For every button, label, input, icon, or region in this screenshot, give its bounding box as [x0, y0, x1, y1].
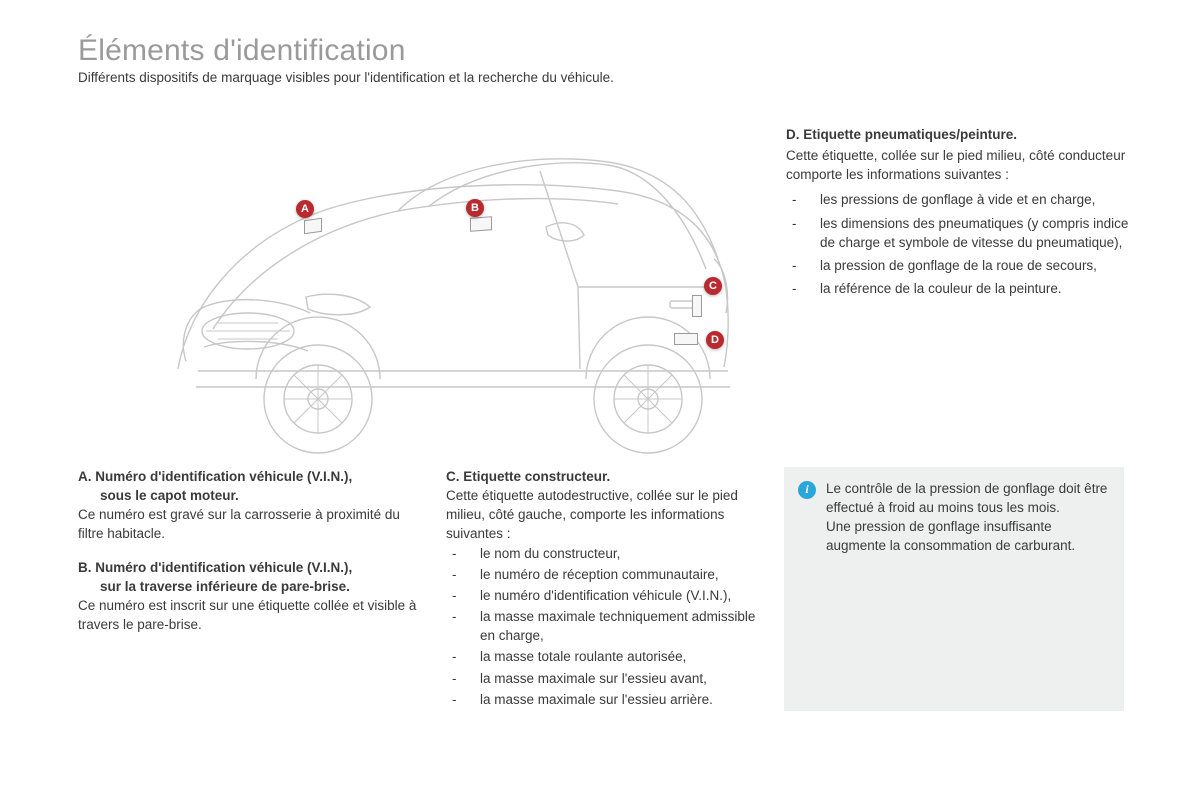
car-diagram: A B C D: [78, 99, 758, 459]
section-b-heading-l1: B. Numéro d'identification véhicule (V.I…: [78, 560, 352, 575]
car-outline: [78, 99, 758, 459]
section-b-heading-l2: sur la traverse inférieure de pare-brise…: [78, 577, 418, 596]
vin-plate-a: [304, 218, 322, 235]
section-a-heading-l2: sous le capot moteur.: [78, 486, 418, 505]
list-item: la masse totale roulante autorisée,: [446, 647, 756, 666]
section-d-list: les pressions de gonflage à vide et en c…: [786, 190, 1140, 298]
info-box: i Le contrôle de la pression de gonflage…: [784, 467, 1124, 711]
marker-a: A: [296, 200, 314, 218]
column-ab: A. Numéro d'identification véhicule (V.I…: [78, 467, 418, 711]
list-item: le nom du constructeur,: [446, 544, 756, 563]
section-a: A. Numéro d'identification véhicule (V.I…: [78, 467, 418, 544]
bottom-row: A. Numéro d'identification véhicule (V.I…: [78, 467, 1140, 711]
label-plate-c: [692, 295, 702, 317]
list-item: la masse maximale techniquement admissib…: [446, 607, 756, 645]
marker-b: B: [466, 199, 484, 217]
section-c-heading: C. Etiquette constructeur.: [446, 467, 756, 486]
section-b: B. Numéro d'identification véhicule (V.I…: [78, 558, 418, 635]
vin-plate-b: [470, 216, 492, 232]
section-d-heading: D. Etiquette pneumatiques/peinture.: [786, 125, 1140, 144]
section-a-heading-l1: A. Numéro d'identification véhicule (V.I…: [78, 469, 352, 484]
section-a-body: Ce numéro est gravé sur la carrosserie à…: [78, 507, 400, 541]
info-icon: i: [798, 481, 816, 499]
list-item: la masse maximale sur l'essieu avant,: [446, 669, 756, 688]
list-item: le numéro d'identification véhicule (V.I…: [446, 586, 756, 605]
section-b-body: Ce numéro est inscrit sur une étiquette …: [78, 598, 416, 632]
marker-c: C: [704, 277, 722, 295]
info-p1: Le contrôle de la pression de gonflage d…: [826, 479, 1110, 517]
section-d-intro: Cette étiquette, collée sur le pied mili…: [786, 146, 1140, 184]
list-item: la pression de gonflage de la roue de se…: [786, 256, 1140, 275]
list-item: les dimensions des pneumatiques (y compr…: [786, 214, 1140, 252]
list-item: les pressions de gonflage à vide et en c…: [786, 190, 1140, 209]
section-c: C. Etiquette constructeur. Cette étiquet…: [446, 467, 756, 711]
list-item: la référence de la couleur de la peintur…: [786, 279, 1140, 298]
section-d: D. Etiquette pneumatiques/peinture. Cett…: [786, 99, 1140, 459]
marker-d: D: [706, 331, 724, 349]
section-c-list: le nom du constructeur, le numéro de réc…: [446, 544, 756, 709]
label-plate-d: [674, 333, 698, 345]
top-row: A B C D D. Etiquette pneumatiques/peintu…: [78, 99, 1140, 459]
page-subtitle: Différents dispositifs de marquage visib…: [78, 70, 1140, 85]
info-p2: Une pression de gonflage insuffisante au…: [826, 517, 1110, 555]
info-text: Le contrôle de la pression de gonflage d…: [826, 479, 1110, 556]
page-title: Éléments d'identification: [78, 34, 1140, 68]
list-item: le numéro de réception communautaire,: [446, 565, 756, 584]
section-c-intro: Cette étiquette autodestructive, collée …: [446, 486, 756, 543]
list-item: la masse maximale sur l'essieu arrière.: [446, 690, 756, 709]
